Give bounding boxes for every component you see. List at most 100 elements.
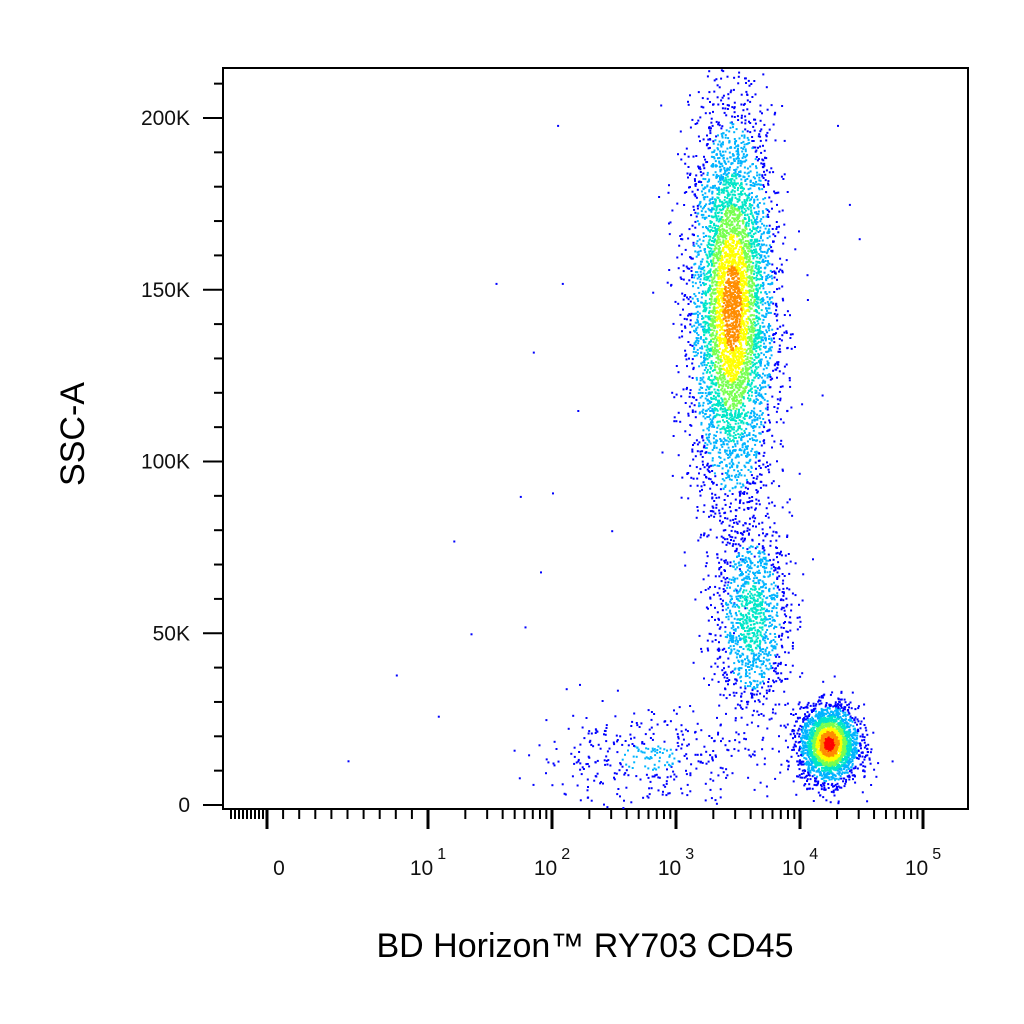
- event-dot: [711, 421, 714, 424]
- event-dot: [733, 179, 736, 182]
- event-dot: [751, 255, 754, 257]
- event-dot: [709, 633, 712, 636]
- event-dot: [691, 257, 694, 260]
- event-dot: [755, 398, 758, 401]
- event-dot: [759, 245, 762, 248]
- event-dot: [746, 194, 749, 197]
- event-dot: [696, 450, 699, 453]
- event-dot: [744, 365, 747, 368]
- event-dot: [736, 315, 739, 318]
- event-dot: [728, 261, 731, 264]
- event-dot: [738, 238, 741, 241]
- event-dot: [760, 274, 763, 277]
- event-dot: [754, 255, 757, 258]
- event-dot: [732, 268, 735, 271]
- event-dot: [714, 403, 717, 406]
- event-dot: [729, 146, 732, 149]
- event-dot: [735, 229, 738, 232]
- event-dot: [702, 188, 705, 191]
- event-dot: [732, 293, 735, 295]
- event-dot: [735, 128, 738, 131]
- event-dot: [714, 201, 717, 204]
- event-dot: [718, 161, 721, 164]
- event-dot: [780, 339, 783, 342]
- event-dot: [756, 159, 759, 162]
- event-dot: [778, 370, 781, 373]
- event-dot: [740, 421, 743, 424]
- event-dot: [721, 281, 724, 283]
- event-dot: [710, 329, 713, 331]
- event-dot: [733, 396, 736, 399]
- event-dot: [717, 253, 719, 256]
- event-dot: [735, 355, 738, 358]
- event-dot: [739, 402, 742, 405]
- event-dot: [749, 100, 752, 103]
- event-dot: [764, 227, 767, 230]
- event-dot: [746, 108, 749, 111]
- event-dot: [730, 317, 733, 320]
- event-dot: [713, 307, 716, 310]
- event-dot: [711, 281, 714, 284]
- event-dot: [726, 382, 729, 385]
- event-dot: [740, 190, 743, 193]
- event-dot: [736, 166, 739, 169]
- event-dot: [684, 402, 687, 404]
- event-dot: [720, 558, 723, 561]
- event-dot: [767, 327, 770, 329]
- event-dot: [757, 322, 760, 325]
- event-dot: [712, 378, 715, 381]
- event-dot: [702, 305, 705, 308]
- event-dot: [709, 487, 712, 490]
- event-dot: [681, 238, 684, 241]
- event-dot: [694, 262, 697, 265]
- event-dot: [718, 375, 721, 378]
- event-dot: [724, 136, 727, 139]
- event-dot: [695, 354, 698, 357]
- event-dot: [747, 175, 750, 178]
- event-dot: [706, 143, 709, 146]
- event-dot: [733, 449, 736, 452]
- event-dot: [754, 232, 757, 235]
- event-dot: [755, 334, 757, 337]
- event-dot: [751, 280, 754, 283]
- event-dot: [759, 226, 762, 229]
- event-dot: [734, 394, 736, 397]
- event-dot: [717, 277, 720, 280]
- event-dot: [737, 294, 740, 297]
- event-dot: [742, 248, 745, 251]
- event-dot: [745, 279, 748, 282]
- event-dot: [725, 237, 728, 240]
- event-dot: [714, 377, 717, 380]
- event-dot: [751, 269, 754, 272]
- event-dot: [766, 231, 769, 234]
- event-dot: [706, 351, 709, 354]
- event-dot: [760, 336, 763, 339]
- event-dot: [717, 451, 720, 454]
- event-dot: [771, 328, 774, 331]
- event-dot: [742, 524, 745, 527]
- event-dot: [700, 190, 703, 193]
- event-dot: [766, 108, 769, 111]
- event-dot: [705, 294, 707, 297]
- event-dot: [738, 289, 741, 292]
- event-dot: [737, 230, 740, 233]
- event-dot: [750, 450, 753, 453]
- event-dot: [762, 216, 765, 219]
- event-dot: [726, 324, 729, 327]
- event-dot: [730, 304, 733, 307]
- event-dot: [740, 270, 743, 273]
- event-dot: [754, 517, 757, 520]
- event-dot: [750, 265, 753, 268]
- event-dot: [708, 298, 711, 301]
- event-dot: [753, 183, 756, 186]
- event-dot: [729, 301, 732, 304]
- event-dot: [737, 119, 740, 121]
- event-dot: [732, 307, 735, 310]
- event-dot: [685, 282, 688, 285]
- event-dot: [712, 201, 715, 203]
- event-dot: [738, 171, 741, 174]
- event-dot: [755, 229, 758, 232]
- event-dot: [742, 322, 744, 325]
- event-dot: [711, 208, 713, 211]
- event-dot: [699, 347, 702, 350]
